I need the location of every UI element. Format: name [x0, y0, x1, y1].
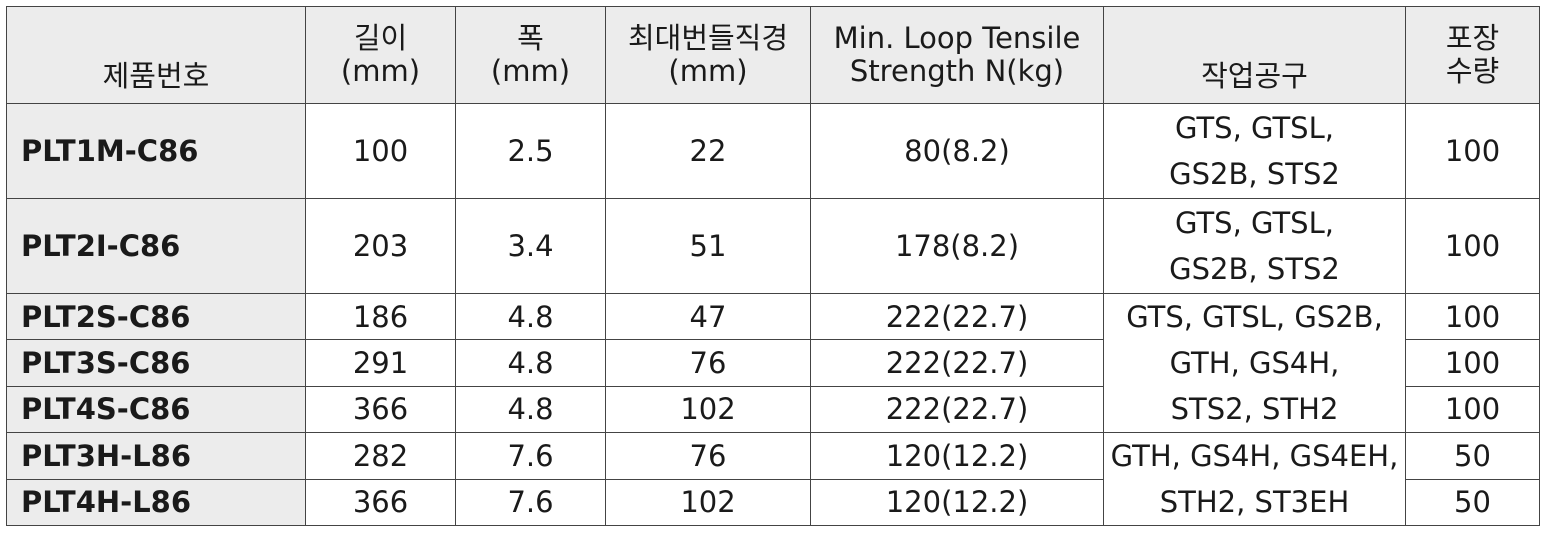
pack-cell: 50: [1405, 478, 1540, 526]
length-cell: 282: [305, 432, 456, 480]
header-width: 폭 (mm): [455, 6, 606, 104]
pack-cell: 100: [1405, 198, 1540, 294]
header-length: 길이 (mm): [305, 6, 456, 104]
max-bundle-cell: 102: [605, 385, 811, 434]
header-part-no: 제품번호: [6, 6, 306, 104]
header-width-line2: (mm): [490, 54, 571, 88]
max-bundle-cell: 76: [605, 339, 811, 387]
tools-line: GTS, GTSL,: [1175, 206, 1334, 240]
length-cell: 186: [305, 292, 456, 341]
spec-table-container: 제품번호 길이 (mm) 폭 (mm) 최대번들직경 (mm) Min. Loo…: [6, 6, 1540, 526]
width-cell: 4.8: [455, 339, 606, 387]
header-tensile-line1: Min. Loop Tensile: [833, 21, 1081, 55]
table-row: PLT4S-C86 366 4.8 102 222(22.7) 100: [6, 385, 1540, 434]
pack-cell: 100: [1405, 385, 1540, 434]
length-cell: 366: [305, 385, 456, 434]
part-no-cell: PLT3S-C86: [6, 339, 306, 387]
header-tensile-line2: Strength N(kg): [849, 54, 1065, 88]
header-pack: 포장 수량: [1405, 6, 1540, 104]
tools-line: STS2, STH2: [1170, 392, 1339, 426]
length-cell: 203: [305, 198, 456, 294]
tools-line: GTS, GTSL,: [1175, 111, 1334, 145]
table-row: PLT2I-C86 203 3.4 51 178(8.2) GTS, GTSL,…: [6, 198, 1540, 294]
cable-tie-spec-table: 제품번호 길이 (mm) 폭 (mm) 최대번들직경 (mm) Min. Loo…: [6, 6, 1540, 526]
table-row: PLT4H-L86 366 7.6 102 120(12.2) 50: [6, 478, 1540, 526]
width-cell: 4.8: [455, 385, 606, 434]
header-tensile: Min. Loop Tensile Strength N(kg): [810, 6, 1104, 104]
width-cell: 7.6: [455, 432, 606, 480]
tools-line: GS2B, STS2: [1169, 157, 1340, 191]
pack-cell: 100: [1405, 292, 1540, 341]
part-no-cell: PLT3H-L86: [6, 432, 306, 480]
max-bundle-cell: 102: [605, 478, 811, 526]
header-length-line2: (mm): [340, 54, 421, 88]
header-row: 제품번호 길이 (mm) 폭 (mm) 최대번들직경 (mm) Min. Loo…: [6, 6, 1540, 104]
tensile-cell: 222(22.7): [810, 339, 1104, 387]
header-tools: 작업공구: [1103, 6, 1406, 104]
tools-line: STH2, ST3EH: [1159, 485, 1350, 519]
table-row: PLT1M-C86 100 2.5 22 80(8.2) GTS, GTSL, …: [6, 103, 1540, 199]
table-row: PLT3S-C86 291 4.8 76 222(22.7) 100: [6, 339, 1540, 387]
table-row: PLT2S-C86 186 4.8 47 222(22.7) GTS, GTSL…: [6, 292, 1540, 433]
tools-cell: GTS, GTSL, GS2B, STS2: [1103, 198, 1406, 294]
header-width-line1: 폭: [517, 21, 544, 55]
length-cell: 366: [305, 478, 456, 526]
tools-merged-cell: GTH, GS4H, GS4EH, STH2, ST3EH: [1103, 432, 1406, 526]
header-max-bundle-line2: (mm): [668, 54, 748, 88]
tensile-cell: 120(12.2): [810, 432, 1104, 480]
max-bundle-cell: 22: [605, 103, 811, 199]
width-cell: 4.8: [455, 292, 606, 341]
tensile-cell: 222(22.7): [810, 385, 1104, 434]
header-pack-line2: 수량: [1445, 54, 1500, 88]
table-row: PLT3H-L86 282 7.6 76 120(12.2) GTH, GS4H…: [6, 432, 1540, 526]
length-cell: 291: [305, 339, 456, 387]
max-bundle-cell: 76: [605, 432, 811, 480]
width-cell: 7.6: [455, 478, 606, 526]
tools-cell: GTS, GTSL, GS2B, STS2: [1103, 103, 1406, 199]
tools-line: GTH, GS4H, GS4EH,: [1110, 439, 1399, 473]
header-length-line1: 길이: [353, 21, 408, 55]
part-no-cell: PLT1M-C86: [6, 103, 306, 199]
header-pack-line1: 포장: [1445, 21, 1500, 55]
part-no-cell: PLT4H-L86: [6, 478, 306, 526]
pack-cell: 100: [1405, 339, 1540, 387]
part-no-cell: PLT4S-C86: [6, 385, 306, 434]
max-bundle-cell: 47: [605, 292, 811, 341]
tools-line: GS2B, STS2: [1169, 252, 1340, 286]
tensile-cell: 120(12.2): [810, 478, 1104, 526]
header-max-bundle-line1: 최대번들직경: [627, 21, 789, 55]
tools-merged-cell: GTS, GTSL, GS2B, GTH, GS4H, STS2, STH2: [1103, 293, 1406, 433]
tools-line: GTS, GTSL, GS2B,: [1126, 300, 1383, 334]
length-cell: 100: [305, 103, 456, 199]
pack-cell: 100: [1405, 103, 1540, 199]
width-cell: 3.4: [455, 198, 606, 294]
part-no-cell: PLT2I-C86: [6, 198, 306, 294]
pack-cell: 50: [1405, 432, 1540, 480]
max-bundle-cell: 51: [605, 198, 811, 294]
tensile-cell: 178(8.2): [810, 198, 1104, 294]
tensile-cell: 222(22.7): [810, 292, 1104, 341]
header-max-bundle: 최대번들직경 (mm): [605, 6, 811, 104]
tools-line: GTH, GS4H,: [1169, 346, 1340, 380]
tensile-cell: 80(8.2): [810, 103, 1104, 199]
width-cell: 2.5: [455, 103, 606, 199]
part-no-cell: PLT2S-C86: [6, 292, 306, 341]
